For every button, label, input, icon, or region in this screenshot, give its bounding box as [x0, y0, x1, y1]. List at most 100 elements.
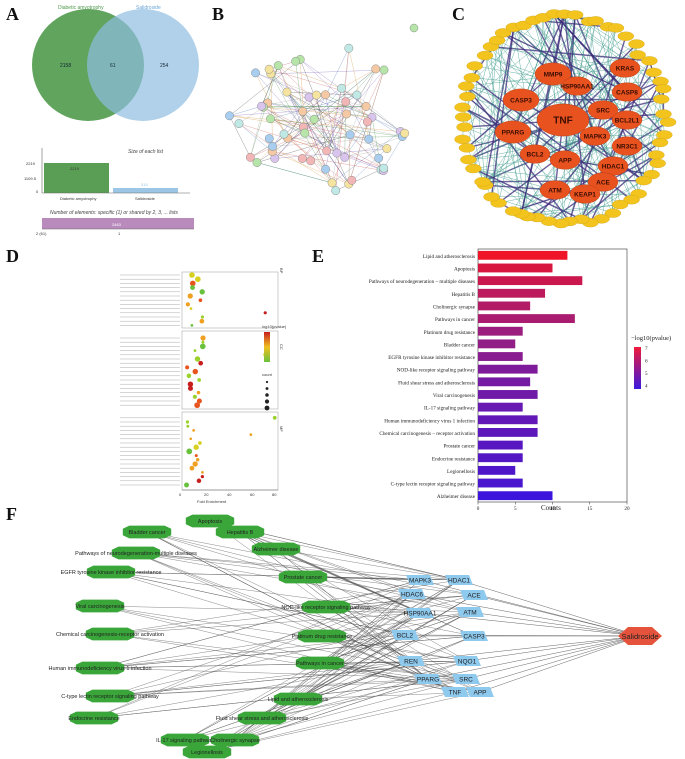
go-xlabel: Fold Enrichment	[197, 499, 227, 504]
panel-label-a: A	[6, 4, 19, 24]
string-node	[327, 178, 337, 188]
network-edge-center	[411, 593, 641, 637]
string-edge	[314, 88, 342, 120]
string-node	[300, 128, 310, 138]
network-edge-center	[465, 635, 641, 680]
kegg-category-label: Chemical carcinogenesis – receptor activ…	[379, 431, 475, 437]
ppi-edge	[602, 109, 632, 200]
ppi-outer-node	[653, 94, 670, 104]
go-term-dot	[194, 356, 201, 362]
ppi-edge	[468, 20, 596, 160]
string-edge	[300, 59, 346, 102]
ppi-outer-node	[617, 31, 634, 41]
go-term-dot	[185, 420, 190, 424]
ppi-edge	[513, 27, 628, 93]
network-pathway-node	[160, 733, 210, 747]
ppi-outer-node	[474, 177, 491, 187]
network-pathway-node	[111, 546, 161, 560]
go-term-dot	[200, 315, 205, 319]
network-pathway-label: Lipid and atherosclerosis	[268, 697, 329, 703]
string-edge	[325, 94, 373, 118]
string-edge	[349, 68, 376, 135]
network-edge-pathway	[209, 520, 429, 680]
ppi-hub-node	[539, 180, 571, 200]
kegg-bar	[478, 314, 575, 324]
string-node	[345, 130, 355, 140]
go-facet-frame	[181, 271, 279, 329]
bars-ytick-zero: 0	[36, 189, 39, 194]
kegg-bar	[478, 402, 523, 412]
ppi-outer-node	[458, 81, 475, 91]
string-edge	[335, 167, 384, 191]
ppi-hub-node	[587, 100, 619, 120]
string-node	[297, 154, 307, 163]
network-target-node	[460, 631, 488, 641]
kegg-bar	[478, 465, 516, 475]
elements-bar	[42, 218, 194, 229]
ppi-outer-node	[466, 61, 483, 71]
go-legend-size-dot	[264, 399, 270, 404]
ppi-edge	[553, 13, 664, 89]
panel-c-ppi-network: TNF CASP3 PPARG MMP9 HSP90AA1 SRC KRAS CASP8 BCL…	[454, 9, 677, 229]
venn-left-count: 2158	[60, 63, 71, 69]
network-edge-pathway	[261, 678, 467, 719]
go-term-dot	[200, 335, 206, 341]
network-edge-pathway	[99, 579, 421, 669]
ppi-outer-node	[458, 143, 476, 153]
go-term-dot	[190, 285, 195, 291]
string-edge	[250, 107, 264, 158]
bar-right	[113, 188, 178, 193]
network-pathway-node	[185, 514, 235, 528]
ppi-outer-node	[604, 208, 622, 218]
kegg-bar	[478, 276, 583, 286]
network-edge-center	[469, 611, 641, 637]
kegg-bar	[478, 377, 531, 387]
network-target-node	[456, 607, 484, 617]
kegg-category-label: Platinum drug resistance	[424, 330, 476, 336]
string-edge	[238, 123, 273, 147]
ppi-edge	[563, 14, 586, 195]
network-edge-pathway	[319, 612, 421, 664]
ppi-hub-label: HSP90AA1	[560, 84, 594, 91]
ppi-edge	[464, 27, 515, 128]
ppi-outer-node	[655, 109, 672, 119]
network-edge-center	[454, 635, 641, 693]
ppi-hub-node	[611, 136, 643, 156]
string-edge	[229, 115, 251, 158]
network-edge-center	[427, 635, 641, 680]
kegg-bar	[478, 352, 523, 361]
go-term-dot	[192, 429, 195, 432]
string-edge	[295, 61, 306, 134]
ppi-outer-node	[483, 192, 500, 202]
network-edge-pathway	[109, 633, 467, 680]
bars-title: Size of each list	[128, 149, 164, 155]
ppi-edge	[484, 85, 578, 186]
network-edge-pathway	[109, 678, 429, 697]
network-target-label: ATM	[463, 610, 476, 617]
go-term-dot	[193, 349, 197, 352]
bar-right-value: 315	[141, 182, 148, 187]
network-target-label: ACE	[467, 593, 481, 600]
network-pathway-node	[297, 629, 347, 643]
string-node	[340, 152, 350, 162]
ppi-outer-node	[611, 199, 629, 210]
network-target-node	[414, 674, 442, 684]
string-edge	[335, 48, 350, 191]
network-target-label: HDAC1	[448, 578, 470, 585]
ppi-outer-node	[629, 50, 646, 60]
ppi-hub-label: PPARG	[502, 130, 525, 137]
bar-left	[44, 163, 109, 193]
venn-left-label: Diabetic amyotrophy	[58, 5, 104, 11]
go-term-dot	[199, 318, 205, 324]
bars-ytick-top: 2219	[26, 161, 36, 166]
network-edge-center	[458, 579, 641, 637]
ppi-edge	[464, 21, 590, 128]
kegg-legend-tick-label: 4	[645, 384, 648, 390]
string-edge	[229, 115, 304, 128]
go-legend-size-title: count	[262, 372, 273, 377]
network-edge-pathway	[239, 531, 460, 581]
network-edge-center	[419, 612, 641, 637]
string-edge	[229, 59, 301, 116]
string-node	[321, 164, 331, 174]
network-pathway-label: Alzheimer disease	[254, 547, 299, 553]
